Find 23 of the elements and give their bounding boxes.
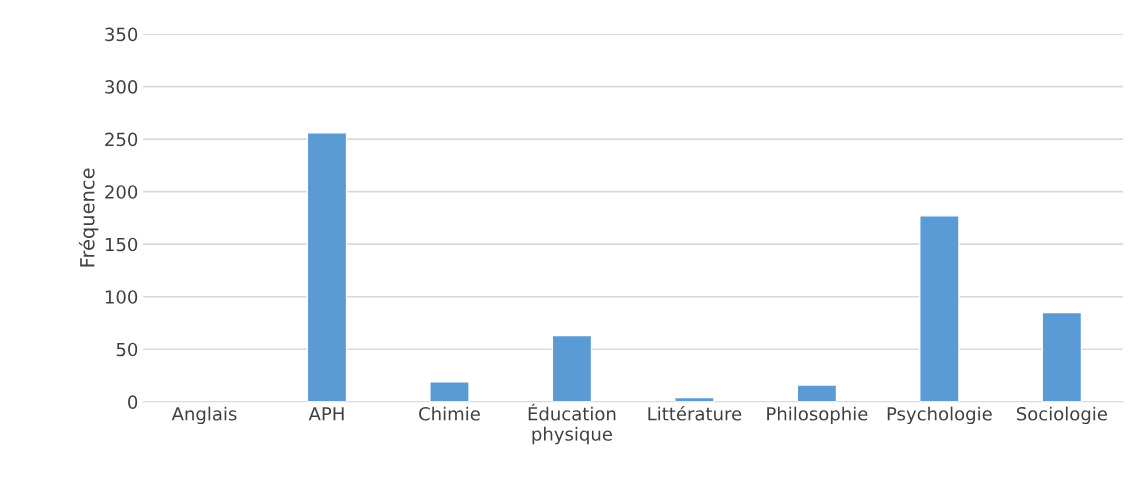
y-axis-title: Fréquence	[78, 168, 99, 267]
x-tick-label: Philosophie	[767, 406, 868, 425]
x-tick-label: Éducation physique	[528, 403, 616, 445]
bar	[429, 381, 470, 402]
bar	[796, 384, 838, 402]
x-tick-label: Chimie	[419, 406, 480, 421]
x-tick-label: Sociologie	[1016, 406, 1107, 425]
y-tick-label: 300	[105, 80, 138, 94]
bar	[551, 334, 593, 402]
x-tick-label: APH	[308, 407, 344, 421]
y-tick-label: 150	[105, 237, 138, 252]
y-tick-label: 250	[105, 132, 138, 147]
x-tick-label: Anglais	[171, 406, 237, 425]
bar	[306, 132, 348, 402]
bar	[919, 215, 960, 402]
y-tick-label: 50	[116, 342, 138, 357]
bar	[1041, 311, 1083, 402]
x-tick-label: Littérature	[648, 405, 742, 421]
y-tick-label: 0	[128, 395, 138, 409]
y-tick-label: 350	[105, 27, 138, 42]
y-tick-label: 200	[105, 185, 138, 199]
y-tick-label: 100	[105, 290, 138, 304]
x-tick-label: Psychologie	[887, 406, 992, 425]
